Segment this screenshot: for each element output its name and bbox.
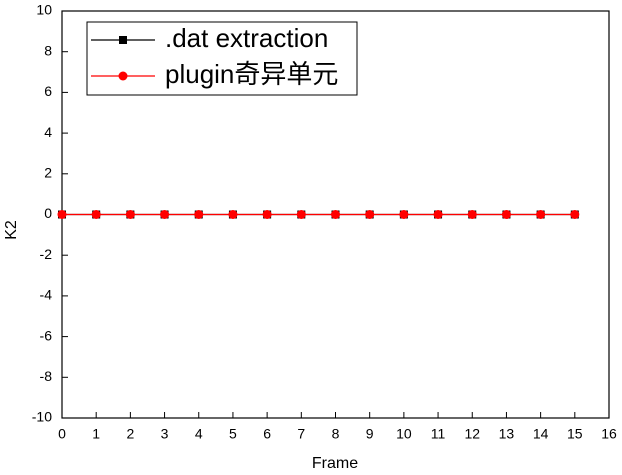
- x-tick-label: 5: [229, 426, 237, 442]
- data-point: [536, 210, 546, 219]
- data-point: [194, 210, 204, 219]
- x-tick-label: 12: [464, 426, 480, 442]
- x-tick-label: 13: [499, 426, 515, 442]
- data-point: [228, 210, 238, 219]
- y-tick-label: 4: [44, 124, 52, 140]
- data-point: [501, 210, 511, 219]
- y-tick-label: 6: [44, 83, 52, 99]
- y-tick-label: -2: [40, 246, 53, 262]
- x-tick-label: 9: [366, 426, 374, 442]
- data-point: [262, 210, 272, 219]
- data-point: [467, 210, 477, 219]
- x-tick-label: 2: [126, 426, 134, 442]
- data-point: [160, 210, 170, 219]
- data-point: [91, 210, 101, 219]
- x-tick-label: 15: [567, 426, 583, 442]
- x-tick-label: 16: [601, 426, 617, 442]
- x-tick-label: 4: [195, 426, 203, 442]
- y-tick-label: 2: [44, 165, 52, 181]
- x-tick-label: 1: [92, 426, 100, 442]
- legend-marker: [118, 71, 128, 81]
- x-tick-label: 7: [297, 426, 305, 442]
- y-tick-label: -10: [32, 409, 52, 425]
- data-point: [331, 210, 340, 219]
- x-tick-label: 14: [533, 426, 549, 442]
- x-tick-label: 11: [431, 426, 446, 442]
- y-tick-label: 0: [44, 205, 52, 221]
- y-tick-label: -4: [40, 287, 53, 303]
- data-point: [296, 210, 306, 219]
- y-tick-label: -6: [40, 327, 53, 343]
- data-point: [57, 210, 67, 219]
- legend-box: [86, 21, 358, 96]
- y-tick-label: 8: [44, 42, 52, 58]
- y-tick-label: 10: [36, 2, 52, 18]
- x-tick-label: 10: [396, 426, 412, 442]
- data-point: [125, 210, 135, 219]
- x-tick-label: 6: [263, 426, 271, 442]
- x-axis-label: Frame: [312, 455, 358, 472]
- legend-marker: [119, 36, 127, 44]
- data-point: [433, 210, 443, 219]
- data-point: [570, 210, 580, 219]
- y-axis-label: K2: [3, 220, 20, 240]
- x-tick-label: 3: [161, 426, 169, 442]
- x-tick-label: 8: [332, 426, 340, 442]
- legend-label: .dat extraction: [165, 23, 328, 53]
- x-tick-label: 0: [58, 426, 66, 442]
- data-point: [399, 210, 409, 219]
- y-tick-label: -8: [40, 368, 53, 384]
- data-point: [365, 210, 375, 219]
- legend-label: plugin奇异单元: [165, 59, 338, 89]
